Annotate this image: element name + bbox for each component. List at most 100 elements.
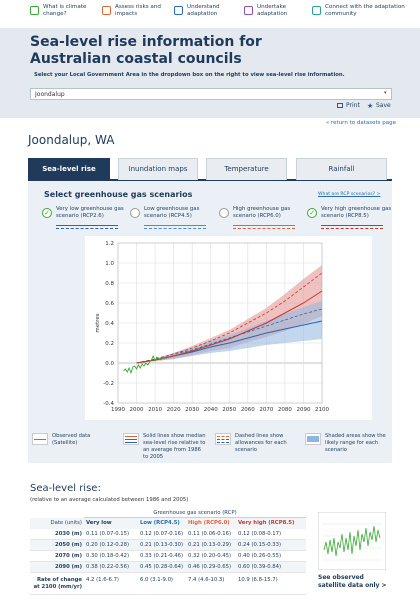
scenario-label[interactable]: Low greenhouse gas scenario (RCP4.5) <box>144 206 200 219</box>
table-cell: 0.21 (0.13-0.29) <box>186 540 236 551</box>
scenario-radio[interactable]: ✓ <box>42 208 52 218</box>
legend-swatch <box>217 442 229 443</box>
y-tick-label: -0.4 <box>103 401 114 407</box>
tab-underline <box>28 179 392 181</box>
x-tick-label: 2070 <box>259 407 273 413</box>
tab[interactable]: Inundation maps <box>118 158 198 180</box>
table-cell: 0.32 (0.20-0.45) <box>186 551 236 562</box>
chart-box <box>85 236 372 420</box>
y-tick-label: 0.8 <box>105 281 114 287</box>
y-axis-label: metres <box>95 313 101 332</box>
table-cell: 4.2 (1.6-6.7) <box>84 573 138 595</box>
table-cell: Rate of change at 2100 (mm/yr) <box>30 573 84 595</box>
scenario-line <box>233 225 295 226</box>
table-cell: 0.46 (0.29-0.65) <box>186 562 236 573</box>
nav-link[interactable]: Undertake adaptation <box>257 4 288 17</box>
legend-text: Solid lines show median sea-level rise r… <box>143 433 206 460</box>
x-tick-label: 1990 <box>111 407 125 413</box>
save-button[interactable]: Save <box>376 102 391 109</box>
table-cell: 10.9 (6.8-15.7) <box>236 573 306 595</box>
scenario-line <box>144 228 206 229</box>
tab[interactable]: Sea-level rise <box>28 158 110 180</box>
thumbnail-caption[interactable]: See observed satellite data only > <box>318 574 387 589</box>
scenario-label[interactable]: Very high greenhouse gas scenario (RCP8.… <box>321 206 392 219</box>
nav-icon <box>244 6 253 15</box>
print-button[interactable]: Print <box>346 102 360 109</box>
scenario-line <box>56 228 118 229</box>
panel-heading: Select greenhouse gas scenarios <box>44 190 193 199</box>
y-tick-label: -0.2 <box>103 381 114 387</box>
table-cell: 0.11 (0.07-0.15) <box>84 529 138 540</box>
tab[interactable]: Rainfall <box>296 158 387 180</box>
x-tick-label: 2100 <box>315 407 329 413</box>
y-tick-label: 1.0 <box>105 261 114 267</box>
results-heading: Sea-level rise: <box>30 483 101 494</box>
legend-swatch <box>34 439 46 440</box>
thumbnail-trace <box>323 525 381 557</box>
dropdown[interactable]: Joondalup <box>30 88 392 100</box>
y-tick-label: 1.2 <box>105 241 114 247</box>
scenario-label[interactable]: High greenhouse gas scenario (RCP6.0) <box>233 206 291 219</box>
table-column-header: Very high (RCP8.5) <box>236 518 306 529</box>
scenario-radio[interactable] <box>130 208 140 218</box>
table-cell: 0.12 (0.08-0.17) <box>236 529 306 540</box>
x-tick-label: 2000 <box>130 407 144 413</box>
scenario-line <box>321 228 383 229</box>
table-cell: 0.21 (0.13-0.30) <box>138 540 186 551</box>
legend-swatch <box>307 436 319 442</box>
nav-bar <box>0 0 420 28</box>
legend-text: Shaded areas show the likely range for e… <box>325 433 386 453</box>
table-cell: 0.24 (0.15-0.33) <box>236 540 306 551</box>
thumbnail[interactable] <box>318 512 386 570</box>
nav-icon <box>30 6 39 15</box>
return-link[interactable]: « return to datasets page <box>325 120 396 126</box>
likely-range <box>136 301 322 363</box>
chart: -0.4 -0.2 0.0 0.2 0.4 0.6 0.8 1.0 1.2 1990 2000 201… <box>95 241 329 413</box>
legend-swatch <box>217 436 229 437</box>
x-tick-label: 2040 <box>204 407 218 413</box>
x-tick-label: 2080 <box>278 407 292 413</box>
nav-link[interactable]: Assess risks and impacts <box>115 4 161 17</box>
y-tick-label: 0.2 <box>105 341 114 347</box>
table-cell: 2070 (m) <box>30 551 84 562</box>
scenario-line <box>56 225 118 226</box>
table-cell: 0.45 (0.28-0.64) <box>138 562 186 573</box>
results-subheading: (relative to an average calculated betwe… <box>30 497 189 503</box>
x-tick-label: 2010 <box>148 407 162 413</box>
table-cell: 0.11 (0.06-0.16) <box>186 529 236 540</box>
table-column-header: High (RCP6.0) <box>186 518 236 529</box>
nav-link[interactable]: What is climate change? <box>43 4 87 17</box>
median-line <box>136 290 323 364</box>
table-cell: 6.0 (3.1-9.0) <box>138 573 186 595</box>
y-tick-label: 0.0 <box>105 361 114 367</box>
nav-link[interactable]: Understand adaptation <box>187 4 220 17</box>
table-cell: 0.60 (0.39-0.84) <box>236 562 306 573</box>
thumbnail-grid <box>322 523 382 561</box>
x-tick-label: 2020 <box>167 407 181 413</box>
table-cell: 0.38 (0.22-0.56) <box>84 562 138 573</box>
x-tick-label: 2060 <box>241 407 255 413</box>
table-cell: 2090 (m) <box>30 562 84 573</box>
scenario-label[interactable]: Very low greenhouse gas scenario (RCP2.6… <box>56 206 124 219</box>
table-cell: 0.30 (0.18-0.42) <box>84 551 138 562</box>
observed-line <box>123 354 165 375</box>
table-cell: 0.40 (0.26-0.55) <box>236 551 306 562</box>
scenario-line <box>144 225 206 226</box>
nav-link[interactable]: Connect with the adaptation community <box>325 4 405 17</box>
header-band <box>0 28 420 118</box>
scenario-radio[interactable] <box>219 208 229 218</box>
x-tick-label: 2030 <box>185 407 199 413</box>
table-cell: 0.12 (0.07-0.16) <box>138 529 186 540</box>
x-tick-label: 2050 <box>222 407 236 413</box>
y-tick-label: 0.4 <box>105 321 114 327</box>
table-column-header: Very low (RCP2.6) <box>84 518 138 537</box>
legend-swatch <box>217 439 229 440</box>
rcp-link[interactable]: What are RCP scenarios? > <box>318 192 381 197</box>
scenario-radio[interactable]: ✓ <box>307 208 317 218</box>
nav-icon <box>102 6 111 15</box>
tab[interactable]: Temperature <box>206 158 287 180</box>
table-column-header: Low (RCP4.5) <box>138 518 186 529</box>
y-tick-label: 0.6 <box>105 301 114 307</box>
nav-icon <box>174 6 183 15</box>
